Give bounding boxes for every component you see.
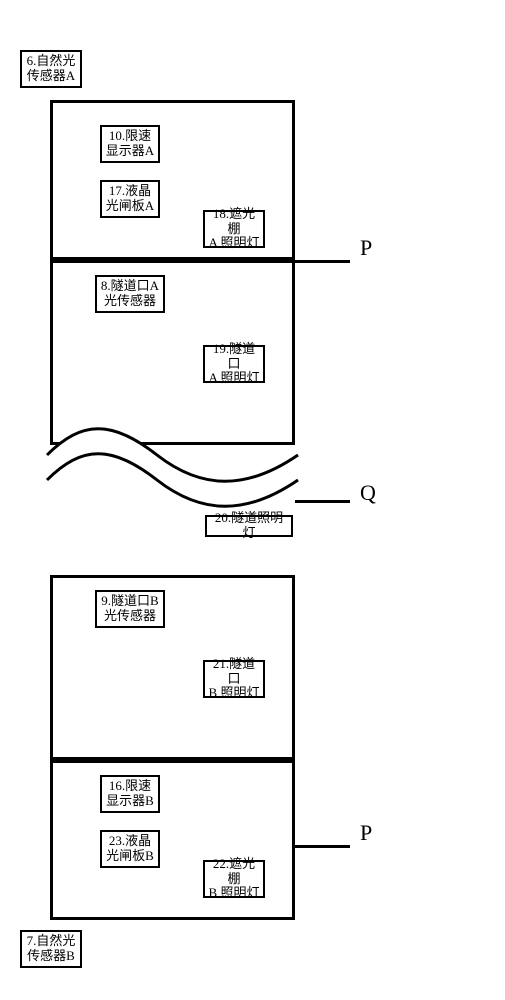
lead-line-q [295,500,350,503]
box-tunnel-a-light: 19.隧道口 A 照明灯 [203,345,265,383]
box-shed-b-light: 22.遮光棚 B 照明灯 [203,860,265,898]
box-lcd-shutter-a: 17.液晶 光闸板A [100,180,160,218]
box-tunnel-a-sensor: 8.隧道口A 光传感器 [95,275,165,313]
box-natural-sensor-b: 7.自然光 传感器B [20,930,82,968]
label-q: Q [360,480,376,506]
box-tunnel-b-sensor: 9.隧道口B 光传感器 [95,590,165,628]
diagram-container: 6.自然光 传感器A 10.限速 显示器A 17.液晶 光闸板A 18.遮光棚 … [50,50,442,950]
box-speed-display-a: 10.限速 显示器A [100,125,160,163]
box-tunnel-light: 20.隧道照明灯 [205,515,293,537]
box-shed-a-light: 18.遮光棚 A 照明灯 [203,210,265,248]
lead-line-p2 [295,845,350,848]
label-p-bottom: P [360,820,372,846]
box-natural-sensor-a: 6.自然光 传感器A [20,50,82,88]
box-speed-display-b: 16.限速 显示器B [100,775,160,813]
lead-line-p1 [295,260,350,263]
box-tunnel-b-light: 21.隧道口 B 照明灯 [203,660,265,698]
label-p-top: P [360,235,372,261]
box-lcd-shutter-b: 23.液晶 光闸板B [100,830,160,868]
